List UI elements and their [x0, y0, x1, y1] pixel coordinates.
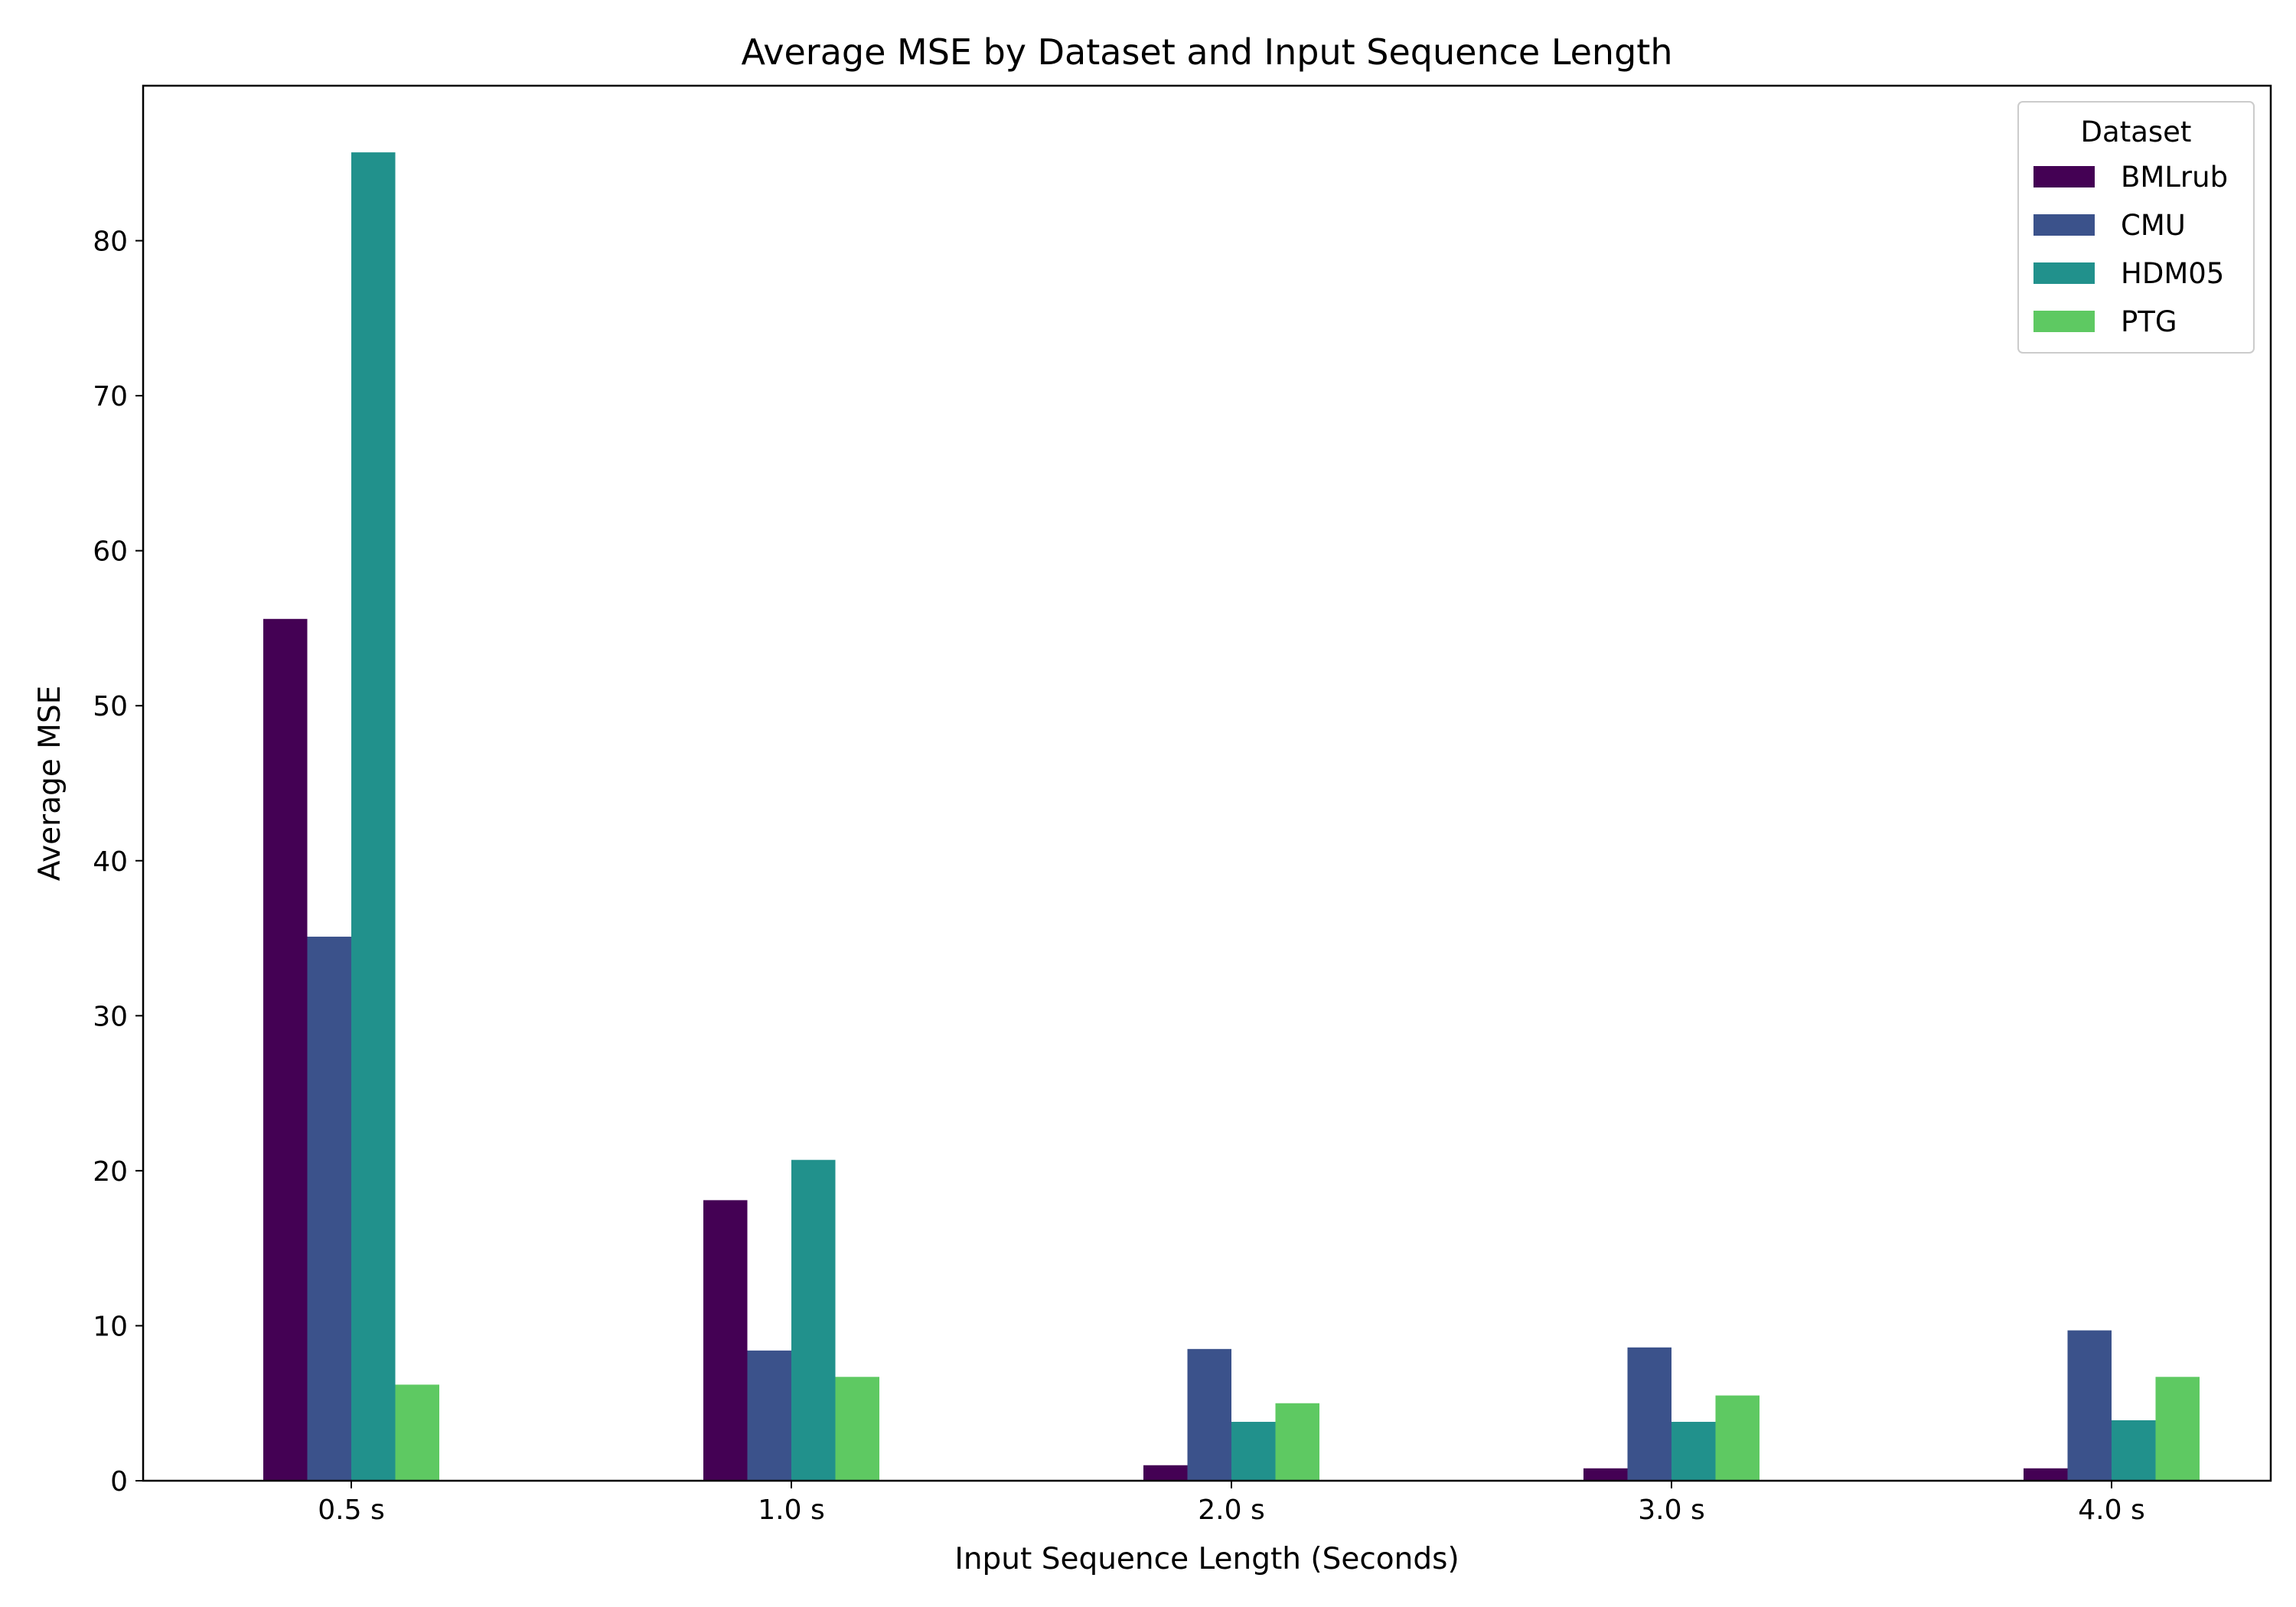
bar-ptg-1 [395, 1384, 439, 1481]
bar-hdm05-4 [1671, 1422, 1716, 1481]
legend-swatch-bmlrub [2033, 166, 2095, 187]
bar-bmlrub-4 [1583, 1468, 1628, 1481]
bar-bmlrub-5 [2024, 1468, 2068, 1481]
x-tick-label: 1.0 s [758, 1495, 824, 1526]
chart-title: Average MSE by Dataset and Input Sequenc… [742, 31, 1673, 73]
y-tick-label: 60 [93, 536, 128, 568]
legend-label-ptg: PTG [2121, 305, 2177, 338]
plot-frame [142, 84, 2272, 1482]
ticks-layer: 0.5 s 1.0 s 2.0 s 3.0 s 4.0 s 0 10 20 30 40 50 60 70… [93, 227, 2145, 1526]
y-tick-label: 10 [93, 1311, 128, 1342]
bar-cmu-5 [2067, 1330, 2112, 1481]
legend-swatch-ptg [2033, 311, 2095, 332]
y-tick-label: 30 [93, 1001, 128, 1032]
y-tick-label: 70 [93, 381, 128, 412]
legend: Dataset BMLrub CMU HDM05 PTG [2017, 101, 2255, 354]
bar-cmu-4 [1627, 1347, 1671, 1481]
y-tick-label: 50 [93, 691, 128, 722]
bar-cmu-2 [747, 1350, 791, 1481]
bar-hdm05-3 [1231, 1422, 1276, 1481]
bar-ptg-4 [1715, 1395, 1760, 1481]
bar-cmu-3 [1187, 1348, 1231, 1481]
y-tick-label: 40 [93, 846, 128, 878]
x-tick-label: 0.5 s [318, 1495, 384, 1526]
bar-ptg-3 [1275, 1403, 1319, 1481]
bar-bmlrub-2 [703, 1200, 748, 1481]
legend-items: BMLrub CMU HDM05 PTG [2033, 161, 2228, 338]
x-tick-label: 3.0 s [1638, 1495, 1704, 1526]
legend-title: Dataset [2081, 116, 2192, 148]
x-axis-label: Input Sequence Length (Seconds) [954, 1542, 1459, 1576]
bar-bmlrub-1 [263, 618, 308, 1481]
legend-label-cmu: CMU [2121, 209, 2186, 242]
bar-ptg-5 [2155, 1377, 2200, 1481]
y-axis-label: Average MSE [33, 686, 67, 882]
legend-swatch-cmu [2033, 214, 2095, 236]
bar-hdm05-1 [351, 152, 396, 1482]
legend-label-hdm05: HDM05 [2121, 257, 2224, 290]
legend-box [2017, 101, 2255, 354]
bar-cmu-1 [307, 937, 351, 1481]
bar-hdm05-5 [2112, 1420, 2156, 1481]
x-tick-label: 2.0 s [1198, 1495, 1264, 1526]
bars-layer [263, 152, 2200, 1482]
legend-label-bmlrub: BMLrub [2121, 161, 2228, 194]
bar-ptg-2 [835, 1377, 879, 1481]
bar-bmlrub-3 [1143, 1465, 1188, 1481]
x-tick-label: 4.0 s [2078, 1495, 2144, 1526]
y-tick-label: 0 [110, 1466, 128, 1498]
legend-swatch-hdm05 [2033, 262, 2095, 284]
y-tick-label: 80 [93, 227, 128, 258]
y-tick-label: 20 [93, 1156, 128, 1188]
bar-hdm05-2 [791, 1159, 836, 1481]
